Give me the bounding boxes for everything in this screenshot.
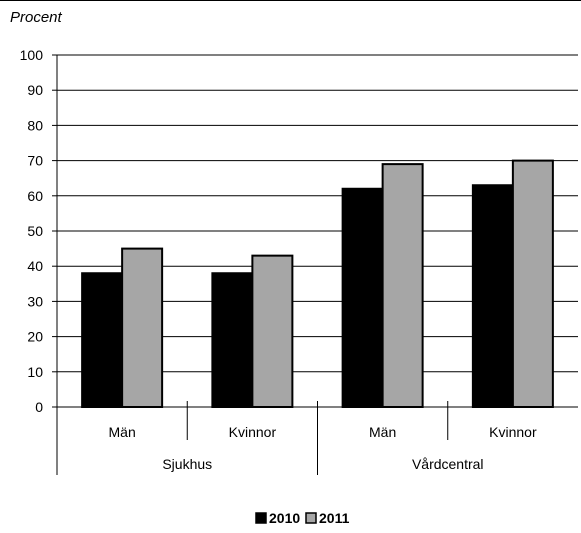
y-tick-label: 20: [27, 329, 43, 345]
top-rule: [0, 0, 581, 1]
y-tick-label: 90: [27, 82, 43, 98]
legend-swatch-2010: [255, 512, 267, 524]
y-tick-label: 40: [27, 258, 43, 274]
y-tick-label: 60: [27, 188, 43, 204]
y-tick-label: 0: [35, 399, 43, 415]
group-label: Vårdcentral: [412, 456, 484, 472]
x-category-label: Kvinnor: [229, 424, 277, 440]
bar-2010-1: [81, 272, 124, 408]
legend-label-2010: 2010: [269, 510, 300, 526]
bar-2010-3: [341, 187, 384, 408]
legend-swatch-2011: [305, 512, 317, 524]
legend-label-2011: 2011: [319, 510, 350, 526]
x-category-label: Män: [369, 424, 396, 440]
bar-2010-4: [471, 184, 514, 408]
bar-2010-2: [211, 272, 254, 408]
x-category-label: Kvinnor: [489, 424, 537, 440]
group-label: Sjukhus: [162, 456, 212, 472]
axes: [52, 54, 578, 475]
y-tick-label: 80: [27, 117, 43, 133]
legend: 2010 2011: [255, 510, 350, 526]
bar-2011-3: [381, 163, 424, 408]
bar-2011-1: [121, 247, 164, 408]
bars: [81, 159, 554, 408]
y-tick-label: 70: [27, 153, 43, 169]
x-category-label: Män: [109, 424, 136, 440]
bar-2011-2: [251, 254, 294, 408]
axis-labels: 0 10 20 30 40 50 60 70 80 90 100 Män Kvinnor Män Kvinn…: [20, 47, 537, 472]
y-tick-label: 10: [27, 364, 43, 380]
y-tick-label: 50: [27, 223, 43, 239]
y-tick-label: 30: [27, 293, 43, 309]
y-tick-label: 100: [20, 47, 44, 63]
bar-2011-4: [511, 159, 554, 408]
y-axis-unit-label: Procent: [10, 9, 62, 26]
